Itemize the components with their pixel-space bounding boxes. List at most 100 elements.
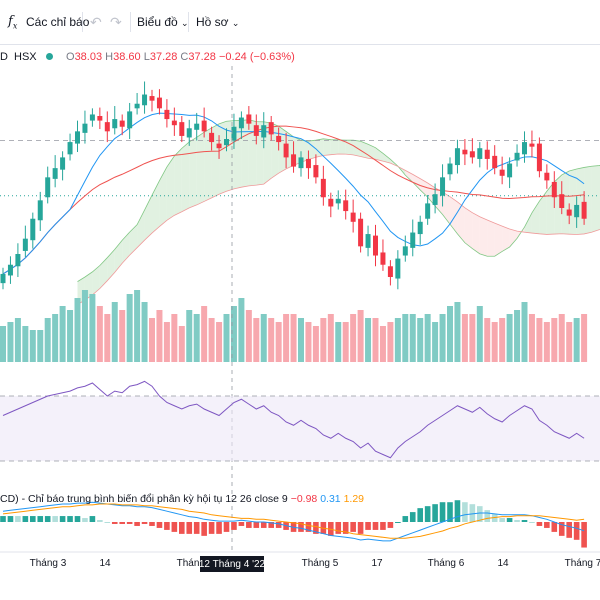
volume-bar: [447, 306, 453, 362]
volume-bar: [178, 326, 185, 362]
cloud-segment: [107, 249, 115, 281]
candle-body: [246, 114, 252, 124]
cloud-segment: [315, 138, 324, 158]
macd-histogram-bar: [499, 518, 505, 522]
volume-bar: [201, 306, 208, 362]
candle-body: [291, 154, 297, 167]
candle-body: [119, 120, 125, 127]
candle-body: [380, 252, 386, 265]
candle-body: [209, 132, 215, 143]
volume-bar: [327, 314, 334, 362]
candle-body: [194, 123, 200, 130]
macd-histogram-bar: [342, 522, 349, 534]
volume-bar: [186, 310, 193, 362]
macd-histogram-bar: [305, 522, 312, 532]
rsi-band: [0, 396, 600, 461]
macd-histogram-bar: [491, 514, 498, 522]
undo-icon[interactable]: ↶: [90, 14, 102, 30]
cloud-segment: [181, 141, 190, 212]
x-axis-label: 14: [99, 558, 111, 569]
candle-body: [75, 131, 80, 144]
candle-body: [484, 149, 490, 159]
volume-bar: [37, 330, 44, 362]
cloud-segment: [204, 127, 212, 202]
candle-body: [365, 234, 371, 248]
cloud-segment: [92, 265, 100, 295]
volume-bar: [44, 318, 51, 362]
volume-bar: [253, 318, 260, 362]
cloud-segment: [211, 123, 220, 198]
macd-histogram-bar: [462, 502, 468, 522]
volume-bar: [372, 318, 379, 362]
toolbar-divider: [130, 12, 131, 32]
volume-bar: [298, 318, 304, 362]
candle-body: [179, 122, 185, 136]
cloud-span-b-line: [77, 153, 600, 305]
macd-histogram-bar: [7, 516, 14, 522]
volume-bar: [290, 314, 297, 362]
candle-body: [15, 254, 21, 267]
candle-body: [82, 123, 88, 133]
indicators-button[interactable]: Các chỉ báo: [26, 15, 90, 29]
macd-histogram-bar: [409, 512, 416, 522]
macd-histogram-bar: [186, 522, 193, 534]
candle-body: [529, 143, 535, 147]
candle-body: [514, 152, 520, 161]
macd-histogram-bar: [573, 522, 580, 540]
candle-body: [0, 273, 6, 284]
macd-legend: CD) - Chỉ báo trung bình biến đổi phân k…: [0, 492, 364, 506]
macd-histogram-bar: [238, 522, 245, 526]
volume-bar: [260, 314, 267, 362]
macd-histogram-bar: [119, 522, 125, 524]
macd-histogram-bar: [544, 522, 550, 528]
volume-bar: [394, 318, 401, 362]
profile-menu-button[interactable]: Hồ sơ ⌄: [196, 0, 239, 44]
macd-histogram-bar: [193, 522, 200, 534]
volume-bar: [22, 326, 29, 362]
candle-body: [507, 163, 513, 178]
candle-body: [320, 178, 326, 198]
cloud-segment: [330, 139, 339, 155]
function-icon[interactable]: fx: [8, 14, 18, 31]
chart-menu-button[interactable]: Biểu đồ ⌄: [137, 0, 189, 44]
cloud-segment: [576, 167, 585, 235]
candle-body: [127, 111, 133, 129]
volume-bar: [119, 310, 126, 362]
macd-histogram-bar: [179, 522, 185, 534]
cloud-segment: [457, 201, 465, 243]
signal-value: 0.31: [320, 493, 341, 505]
candle-body: [492, 155, 498, 169]
symbol-suffix[interactable]: D: [0, 51, 8, 63]
volume-bar: [543, 322, 550, 362]
cloud-segment: [152, 180, 160, 234]
cloud-segment: [561, 171, 570, 235]
toolbar-divider: [82, 12, 83, 32]
volume-bar: [89, 294, 96, 362]
candle-body: [477, 148, 483, 159]
macd-histogram-bar: [395, 522, 401, 523]
macd-histogram-bar: [558, 522, 565, 536]
volume-bar: [521, 302, 528, 362]
macd-histogram-bar: [126, 522, 133, 524]
redo-icon[interactable]: ↷: [110, 14, 122, 30]
macd-histogram-bar: [454, 500, 461, 522]
cloud-segment: [479, 216, 488, 257]
candle-body: [313, 165, 319, 178]
candle-body: [283, 143, 289, 158]
candle-body: [231, 126, 237, 141]
macd-histogram-bar: [268, 522, 274, 528]
volume-bar: [96, 306, 103, 362]
cloud-segment: [166, 156, 175, 221]
open-value: 38.03: [74, 51, 103, 63]
macd-histogram-bar: [216, 522, 222, 534]
macd-histogram-bar: [335, 522, 342, 534]
cloud-segment: [442, 192, 450, 225]
macd-histogram-bar: [30, 516, 36, 522]
candle-body: [67, 142, 73, 155]
volume-bar: [305, 322, 312, 362]
cloud-segment: [114, 240, 123, 273]
macd-histogram-bar: [260, 522, 267, 528]
cloud-segment: [129, 224, 138, 256]
macd-histogram-bar: [275, 522, 282, 528]
